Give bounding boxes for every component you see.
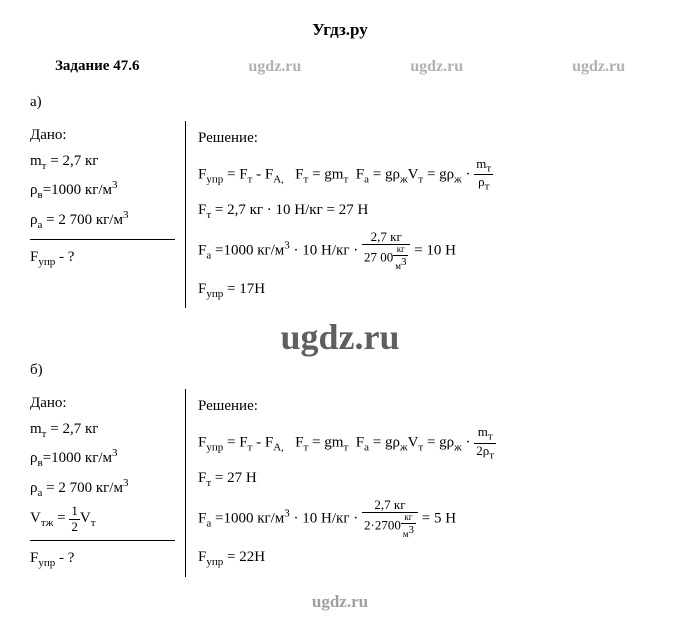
watermark-small: ugdz.ru xyxy=(572,58,625,76)
solution-title: Решение: xyxy=(198,394,650,420)
given-line: ρв=1000 кг/м3 xyxy=(30,445,175,472)
part-b-block: Дано: mт = 2,7 кг ρв=1000 кг/м3 ρа = 2 7… xyxy=(30,389,650,576)
given-line: Vтж = 12Vт xyxy=(30,504,175,534)
watermark-big: ugdz.ru xyxy=(30,316,650,358)
solution-line: Fупр = Fт - FA, Fт = gmт Fа = gρжVт = gρ… xyxy=(198,157,650,193)
given-column-b: Дано: mт = 2,7 кг ρв=1000 кг/м3 ρа = 2 7… xyxy=(30,389,185,574)
watermark-small: ugdz.ru xyxy=(248,58,301,76)
solution-line: Fупр = Fт - FA, Fт = gmт Fа = gρжVт = gρ… xyxy=(198,425,650,461)
solution-line: Fт = 27 Н xyxy=(198,466,650,493)
solution-line: Fт = 2,7 кг · 10 Н/кг = 27 Н xyxy=(198,198,650,225)
given-question: Fупр - ? xyxy=(30,246,175,271)
solution-result: Fупр = 22Н xyxy=(198,545,650,572)
given-title: Дано: xyxy=(30,124,175,147)
given-column-a: Дано: mт = 2,7 кг ρв=1000 кг/м3 ρа = 2 7… xyxy=(30,121,185,274)
solution-column-a: Решение: Fупр = Fт - FA, Fт = gmт Fа = g… xyxy=(185,121,650,308)
solution-title: Решение: xyxy=(198,126,650,152)
solution-line: Fа =1000 кг/м3 · 10 Н/кг · 2,7 кг2·2700к… xyxy=(198,498,650,540)
solution-column-b: Решение: Fупр = Fт - FA, Fт = gmт Fа = g… xyxy=(185,389,650,576)
divider xyxy=(30,239,175,240)
watermark-small: ugdz.ru xyxy=(410,58,463,76)
given-question: Fупр - ? xyxy=(30,547,175,572)
part-a-label: а) xyxy=(30,94,650,111)
given-line: mт = 2,7 кг xyxy=(30,150,175,175)
solution-result: Fупр = 17Н xyxy=(198,277,650,304)
part-b-label: б) xyxy=(30,362,650,379)
given-line: ρв=1000 кг/м3 xyxy=(30,177,175,204)
divider xyxy=(30,540,175,541)
given-title: Дано: xyxy=(30,392,175,415)
given-line: ρа = 2 700 кг/м3 xyxy=(30,475,175,502)
given-line: ρа = 2 700 кг/м3 xyxy=(30,207,175,234)
watermark-footer: ugdz.ru xyxy=(30,592,650,612)
watermark-row-top: Задание 47.6 ugdz.ru ugdz.ru ugdz.ru xyxy=(30,58,650,76)
solution-line: Fа =1000 кг/м3 · 10 Н/кг · 2,7 кг27 00кг… xyxy=(198,230,650,272)
page-header: Угдз.ру xyxy=(30,20,650,40)
task-title: Задание 47.6 xyxy=(55,58,139,76)
given-line: mт = 2,7 кг xyxy=(30,418,175,443)
part-a-block: Дано: mт = 2,7 кг ρв=1000 кг/м3 ρа = 2 7… xyxy=(30,121,650,308)
